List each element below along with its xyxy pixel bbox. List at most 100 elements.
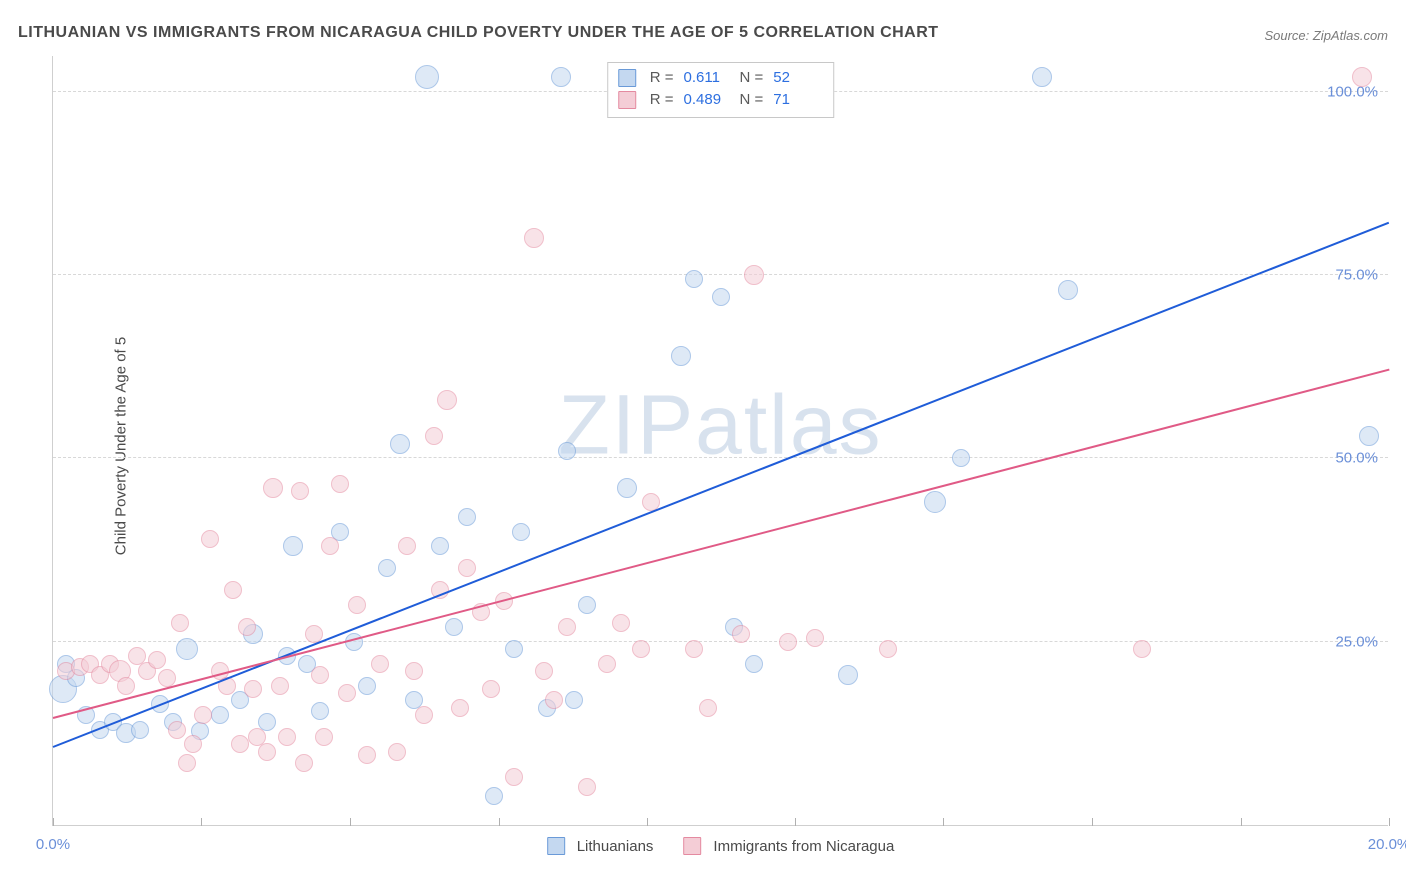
data-point [545,691,563,709]
r-value: 0.489 [684,89,730,111]
data-point [194,706,212,724]
data-point [482,680,500,698]
data-point [558,618,576,636]
data-point [358,677,376,695]
data-point [1352,67,1372,87]
data-point [952,449,970,467]
x-tick [1241,818,1242,826]
data-point [184,735,202,753]
x-tick [647,818,648,826]
stat-label: N = [740,89,764,111]
gridline [53,274,1388,275]
trend-line [53,368,1389,718]
data-point [612,614,630,632]
y-tick-label: 75.0% [1335,267,1378,284]
chart-title: LITHUANIAN VS IMMIGRANTS FROM NICARAGUA … [18,24,939,42]
data-point [244,680,262,698]
data-point [291,482,309,500]
data-point [283,536,303,556]
n-value: 71 [773,89,819,111]
stat-label: R = [650,67,674,89]
data-point [1058,280,1078,300]
data-point [201,530,219,548]
data-point [331,475,349,493]
data-point [458,508,476,526]
data-point [924,491,946,513]
x-tick [1389,818,1390,826]
data-point [295,754,313,772]
data-point [358,746,376,764]
data-point [338,684,356,702]
data-point [578,596,596,614]
data-point [712,288,730,306]
data-point [171,614,189,632]
data-point [617,478,637,498]
y-tick-label: 100.0% [1327,83,1378,100]
x-tick [943,818,944,826]
data-point [431,537,449,555]
legend-label: Immigrants from Nicaragua [713,838,894,855]
data-point [263,478,283,498]
data-point [311,666,329,684]
data-point [745,655,763,673]
data-point [398,537,416,555]
data-point [390,434,410,454]
data-point [685,270,703,288]
data-point [558,442,576,460]
data-point [485,787,503,805]
data-point [671,346,691,366]
series-legend: LithuaniansImmigrants from Nicaragua [547,837,895,855]
x-tick [795,818,796,826]
data-point [311,702,329,720]
data-point [535,662,553,680]
data-point [415,706,433,724]
data-point [211,706,229,724]
data-point [117,677,135,695]
x-tick-label: 0.0% [36,836,70,853]
x-tick [201,818,202,826]
data-point [176,638,198,660]
data-point [551,67,571,87]
legend-stat-row: R =0.611N =52 [618,67,820,89]
x-tick [53,818,54,826]
stat-label: R = [650,89,674,111]
data-point [685,640,703,658]
legend-stat-row: R = 0.489 N = 71 [618,89,820,111]
data-point [458,559,476,577]
data-point [131,721,149,739]
data-point [278,728,296,746]
data-point [1133,640,1151,658]
data-point [348,596,366,614]
data-point [148,651,166,669]
data-point [565,691,583,709]
data-point [451,699,469,717]
data-point [578,778,596,796]
source-attribution: Source: ZipAtlas.com [1264,28,1388,43]
data-point [838,665,858,685]
data-point [806,629,824,647]
data-point [378,559,396,577]
data-point [445,618,463,636]
data-point [1032,67,1052,87]
data-point [371,655,389,673]
data-point [321,537,339,555]
legend-swatch [547,837,565,855]
gridline [53,457,1388,458]
x-tick [1092,818,1093,826]
data-point [598,655,616,673]
data-point [224,581,242,599]
legend-swatch [618,91,636,109]
data-point [512,523,530,541]
data-point [879,640,897,658]
y-tick-label: 25.0% [1335,633,1378,650]
data-point [505,640,523,658]
data-point [231,735,249,753]
stat-label: N = [740,67,764,89]
data-point [437,390,457,410]
data-point [315,728,333,746]
data-point [1359,426,1379,446]
correlation-legend: R =0.611N =52R = 0.489 N = 71 [607,62,835,118]
x-tick [499,818,500,826]
data-point [632,640,650,658]
data-point [415,65,439,89]
